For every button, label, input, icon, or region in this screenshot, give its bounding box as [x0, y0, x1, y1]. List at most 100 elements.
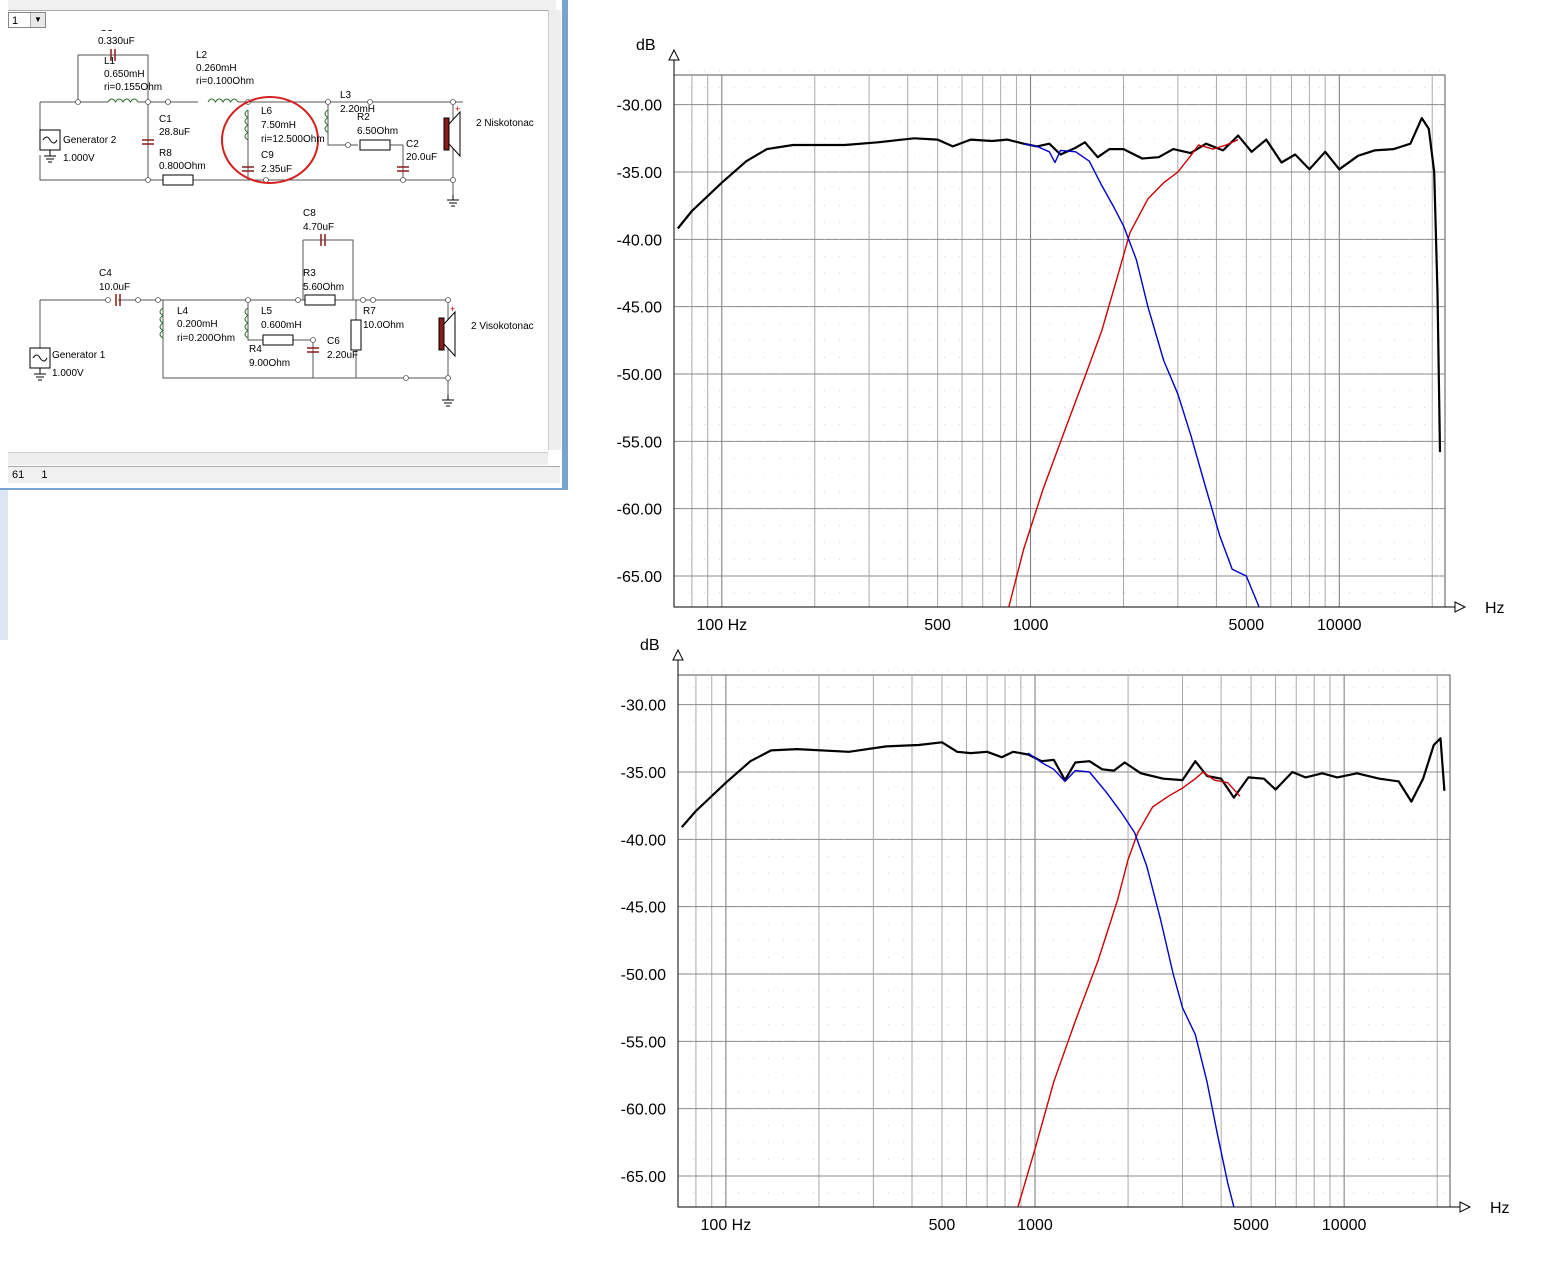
comp-r3-value: 5.60Ohm — [303, 282, 344, 293]
x-tick-label: 5000 — [1229, 617, 1265, 634]
chevron-down-icon[interactable]: ▼ — [30, 13, 45, 27]
y-tick-label: -65.00 — [621, 1169, 666, 1186]
comp-c4-name: C4 — [99, 268, 112, 279]
comp-l4-value: 0.200mH — [177, 319, 218, 330]
comp-l6-extra: ri=12.500Ohm — [261, 134, 325, 145]
comp-l4-extra: ri=0.200Ohm — [177, 333, 235, 344]
vertical-scrollbar[interactable] — [548, 10, 561, 450]
x-tick-label: 500 — [929, 1217, 956, 1234]
comp-r4-value: 9.00Ohm — [249, 358, 290, 369]
schematic-window: 1 ▼ — [0, 0, 568, 490]
y-tick-label: -50.00 — [621, 967, 666, 984]
comp-c8-value: 4.70uF — [303, 222, 334, 233]
comp-r4-name: R4 — [249, 344, 262, 355]
comp-r7-value: 10.0Ohm — [363, 320, 404, 331]
y-axis-arrow — [672, 648, 684, 661]
x-tick-label: 1000 — [1017, 1217, 1053, 1234]
comp-l4-name: L4 — [177, 306, 189, 317]
comp-c6-name: C6 — [327, 336, 340, 347]
x-tick-label: 10000 — [1322, 1217, 1367, 1234]
series-line-2 — [1023, 143, 1260, 607]
comp-r2-value: 6.50Ohm — [357, 126, 398, 137]
comp-r3-name: R3 — [303, 268, 316, 279]
y-tick-label: -35.00 — [621, 765, 666, 782]
y-tick-label: -35.00 — [617, 165, 662, 182]
comp-c3-name: C3 — [100, 30, 113, 34]
highlight-circle — [221, 96, 319, 184]
comp-l2-value: 0.260mH — [196, 63, 237, 74]
comp-l5-value: 0.600mH — [261, 320, 302, 331]
comp-l1-extra: ri=0.155Ohm — [104, 82, 162, 93]
x-axis-label: Hz — [1485, 600, 1505, 617]
series-line-1 — [1017, 771, 1241, 1207]
vertical-grid — [691, 75, 1433, 607]
comp-c6-value: 2.20uF — [327, 350, 358, 361]
comp-r8-name: R8 — [159, 148, 172, 159]
x-axis-arrow — [1454, 601, 1467, 613]
page-selector[interactable]: 1 ▼ — [8, 12, 46, 28]
plot-area — [677, 674, 1451, 1208]
plot-frame — [677, 674, 1451, 1208]
y-tick-label: -55.00 — [621, 1034, 666, 1051]
comp-l1-name: L1 — [104, 56, 116, 67]
comp-l6-name: L6 — [261, 106, 273, 117]
comp-l6-value: 7.50mH — [261, 120, 296, 131]
y-tick-label: -40.00 — [621, 832, 666, 849]
page-selector-value: 1 — [12, 15, 19, 27]
y-tick-label: -55.00 — [617, 434, 662, 451]
axes — [672, 648, 1472, 1213]
plot-area — [673, 74, 1446, 608]
x-tick-label: 10000 — [1317, 617, 1362, 634]
axes — [668, 48, 1467, 613]
status-left: 61 — [12, 469, 25, 481]
window-topbar — [8, 0, 556, 11]
status-right: 1 — [41, 469, 48, 481]
horizontal-scrollbar[interactable] — [8, 452, 548, 465]
comp-l2-extra: ri=0.100Ohm — [196, 76, 254, 87]
comp-c1-value: 28.8uF — [159, 127, 190, 138]
series-line-1 — [1008, 138, 1239, 607]
y-tick-label: -45.00 — [621, 900, 666, 917]
horizontal-grid — [674, 104, 1445, 577]
series-line-0 — [680, 737, 1446, 828]
frequency-response-chart-bottom: dB -30.00 -35.00 -40.00 -45.00 -50.00 -55.00 -6… — [621, 637, 1510, 1234]
plot-frame — [673, 74, 1446, 608]
generator-2-label: Generator 2 — [63, 135, 117, 146]
y-tick-label: -65.00 — [617, 569, 662, 586]
comp-r2-name: R2 — [357, 112, 370, 123]
comp-l3-value: 2.20mH — [340, 104, 375, 115]
comp-c2-value: 20.0uF — [406, 152, 437, 163]
svg-text:+: + — [450, 304, 455, 314]
schematic-canvas[interactable]: + + Generator 2 1.000V 2 Niskotonac C3 0… — [8, 30, 548, 450]
y-tick-label: -45.00 — [617, 300, 662, 317]
x-axis-label: Hz — [1490, 1200, 1510, 1217]
y-tick-label: -60.00 — [621, 1102, 666, 1119]
x-tick-label: 5000 — [1233, 1217, 1269, 1234]
speaker-low-label: 2 Niskotonac — [476, 118, 534, 129]
comp-c8-name: C8 — [303, 208, 316, 219]
comp-c1-name: C1 — [159, 114, 172, 125]
y-tick-label: -40.00 — [617, 232, 662, 249]
series-line-2 — [1027, 752, 1235, 1207]
y-axis-arrow — [668, 48, 680, 61]
generator-1-label: Generator 1 — [52, 350, 106, 361]
comp-r7-name: R7 — [363, 306, 376, 317]
comp-c2-name: C2 — [406, 139, 419, 150]
frequency-response-chart-top: dB -30.00 -35.00 -40.00 -45.00 -50.00 -55.00 -6… — [617, 37, 1505, 634]
vertical-grid — [695, 675, 1438, 1207]
comp-r8-value: 0.800Ohm — [159, 161, 206, 172]
y-tick-label: -60.00 — [617, 502, 662, 519]
comp-l2-name: L2 — [196, 50, 208, 61]
y-tick-label: -30.00 — [621, 698, 666, 715]
x-tick-label: 1000 — [1013, 617, 1049, 634]
x-tick-label: 100 Hz — [696, 617, 747, 634]
speaker-high-label: 2 Visokotonac — [471, 321, 534, 332]
y-axis-label: dB — [636, 37, 656, 54]
y-tick-label: -50.00 — [617, 367, 662, 384]
comp-c4-value: 10.0uF — [99, 282, 130, 293]
generator-2-value: 1.000V — [63, 153, 95, 164]
comp-c3-value: 0.330uF — [98, 36, 135, 47]
comp-c9-name: C9 — [261, 150, 274, 161]
x-axis-arrow — [1459, 1201, 1472, 1213]
comp-l5-name: L5 — [261, 306, 273, 317]
